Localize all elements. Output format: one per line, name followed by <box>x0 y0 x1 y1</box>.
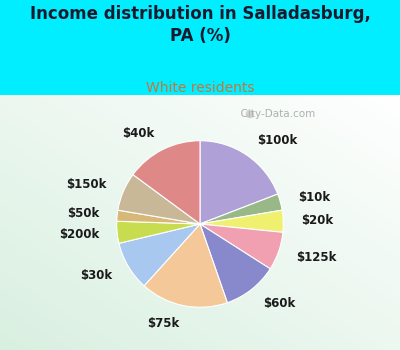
Wedge shape <box>119 224 200 286</box>
Wedge shape <box>200 141 278 224</box>
Wedge shape <box>200 224 270 303</box>
Text: $200k: $200k <box>59 228 99 241</box>
Text: City-Data.com: City-Data.com <box>234 109 315 119</box>
Wedge shape <box>200 194 282 224</box>
Text: $40k: $40k <box>122 127 154 140</box>
Text: $10k: $10k <box>298 191 330 204</box>
Text: $50k: $50k <box>67 207 99 220</box>
Text: $100k: $100k <box>258 134 298 147</box>
Text: $75k: $75k <box>148 317 180 330</box>
Text: $125k: $125k <box>296 251 336 264</box>
Text: $150k: $150k <box>66 178 106 191</box>
Text: White residents: White residents <box>146 80 254 94</box>
Text: $20k: $20k <box>302 214 334 227</box>
Wedge shape <box>117 210 200 224</box>
Wedge shape <box>118 175 200 224</box>
Text: Income distribution in Salladasburg,
PA (%): Income distribution in Salladasburg, PA … <box>30 5 370 46</box>
Text: ●: ● <box>244 109 254 119</box>
Text: $30k: $30k <box>80 269 112 282</box>
Wedge shape <box>117 221 200 243</box>
Wedge shape <box>144 224 227 307</box>
Wedge shape <box>133 141 200 224</box>
Text: $60k: $60k <box>263 297 295 310</box>
Wedge shape <box>200 224 283 269</box>
Wedge shape <box>200 210 283 232</box>
